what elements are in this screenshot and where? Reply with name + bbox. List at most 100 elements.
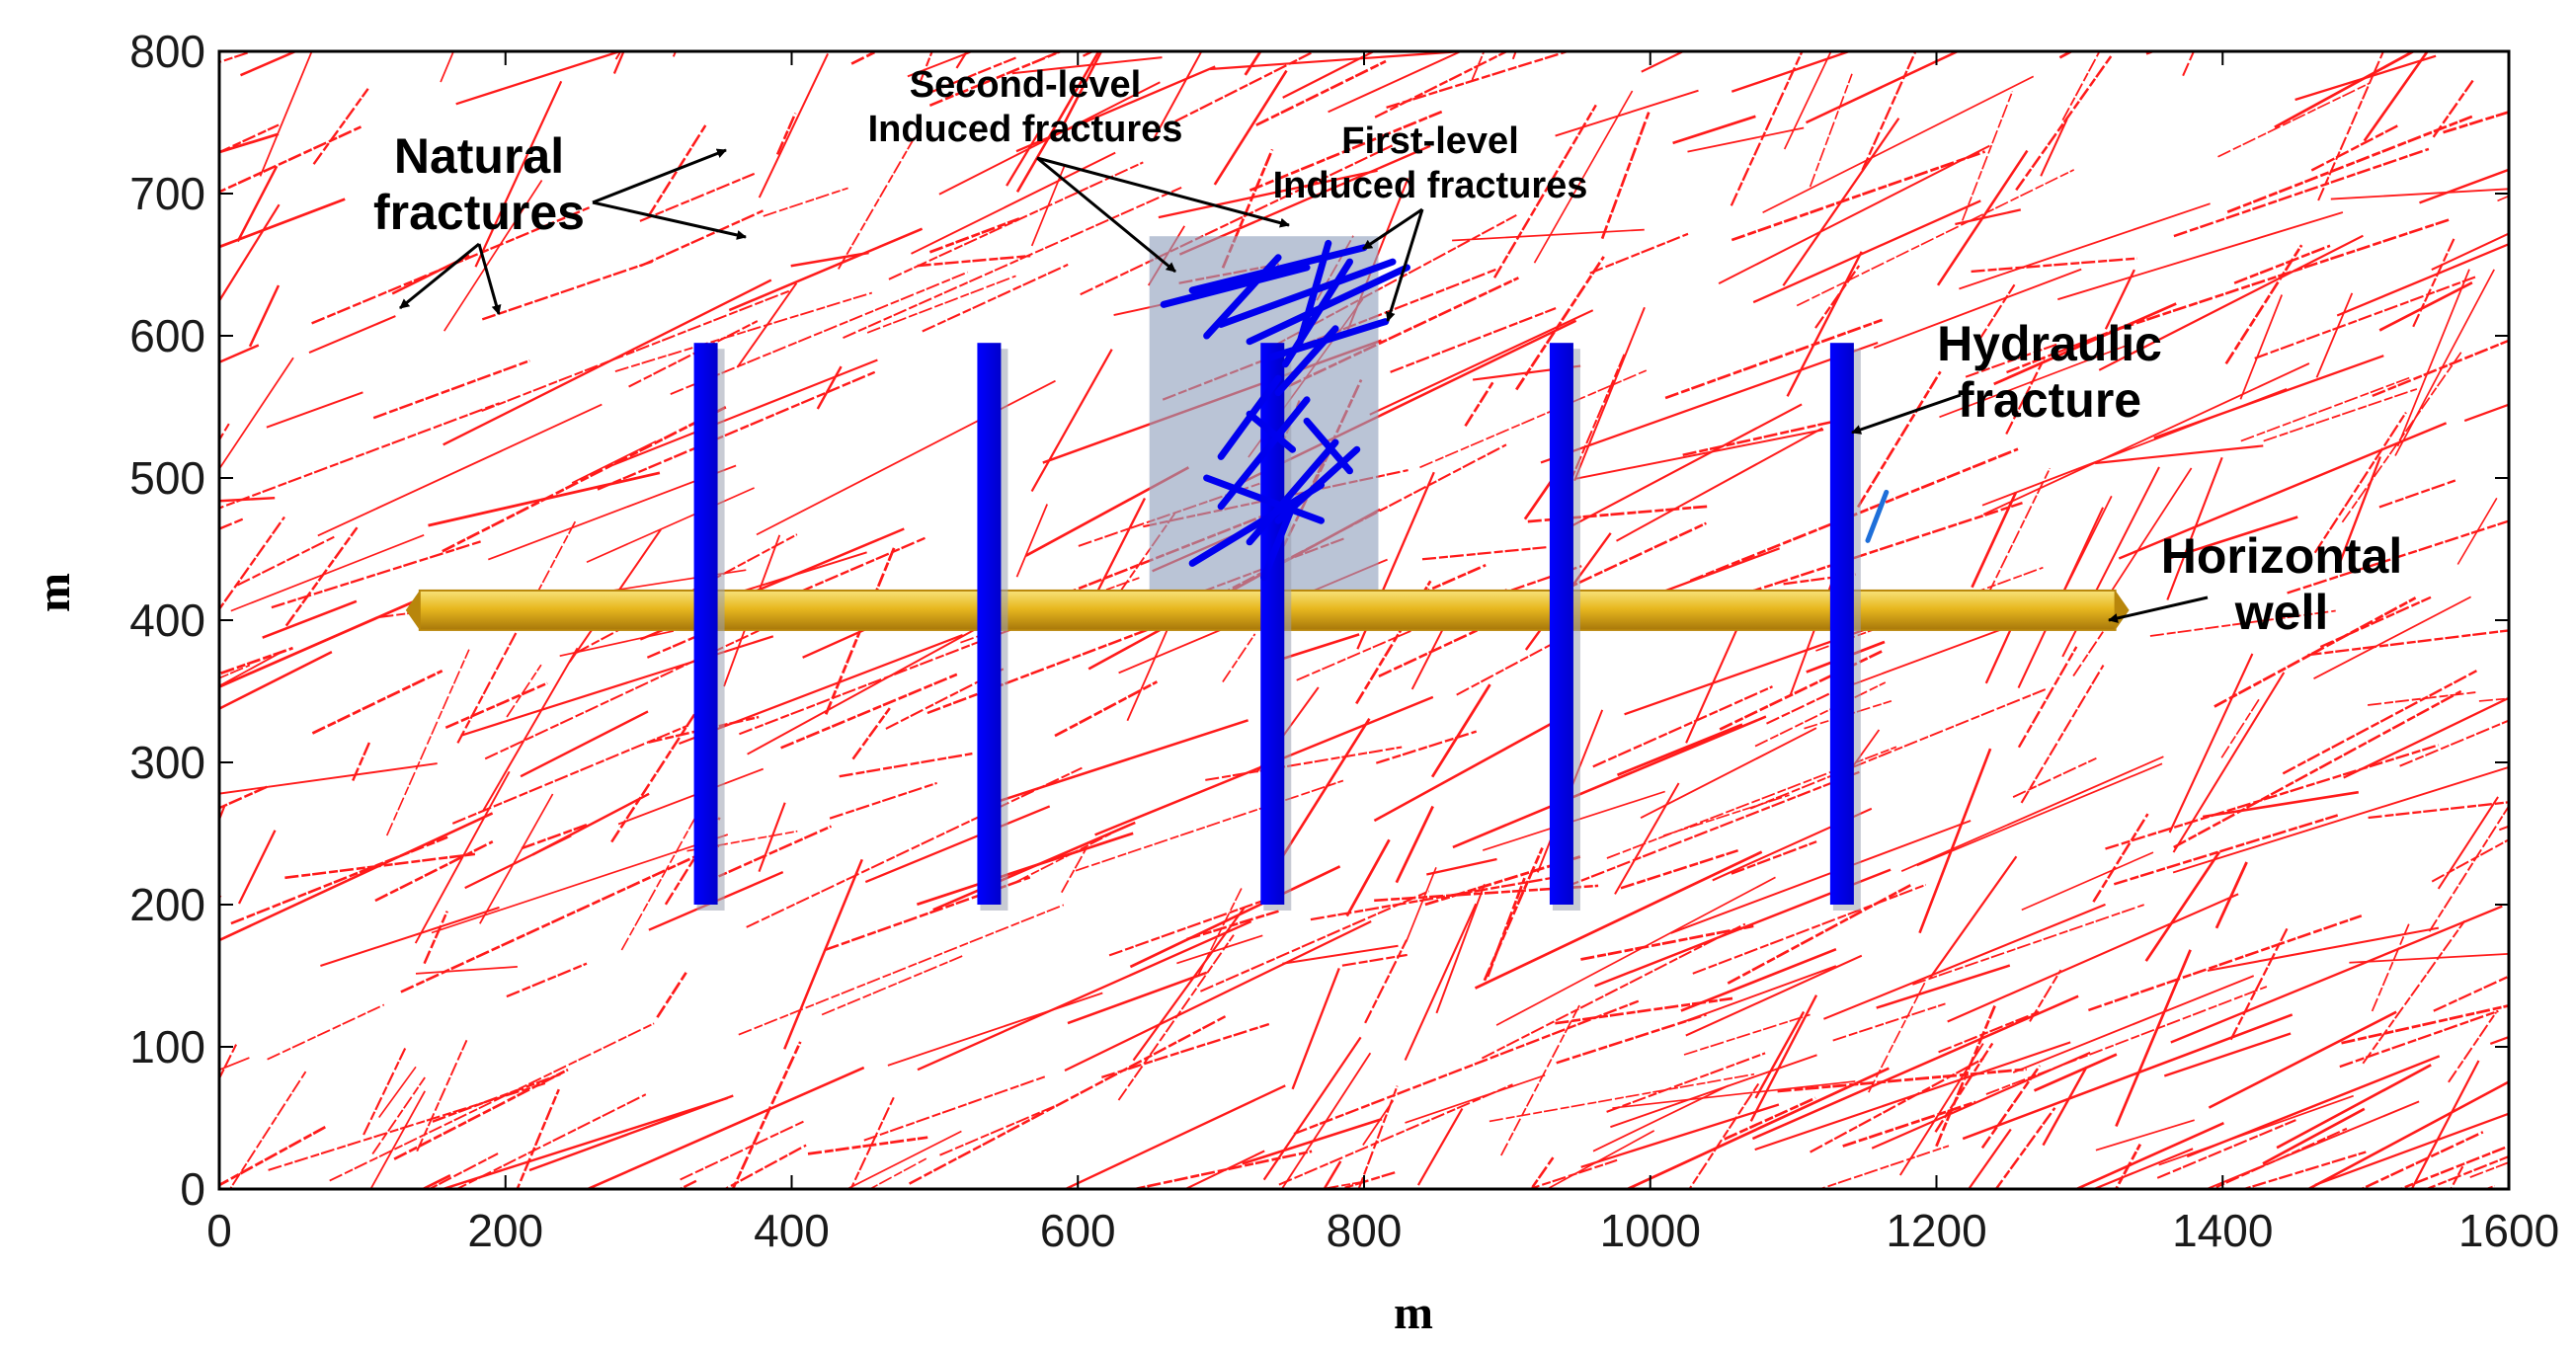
- natural-fracture: [1395, 805, 1434, 884]
- natural-fracture: [2096, 467, 2193, 613]
- natural-fracture: [1873, 268, 2082, 350]
- natural-fracture: [617, 767, 765, 826]
- natural-fracture: [746, 766, 1083, 928]
- natural-fracture: [829, 781, 937, 820]
- natural-fracture: [932, 821, 1136, 912]
- x-tick-label: 1600: [2458, 1205, 2559, 1256]
- natural-fracture: [1483, 847, 1544, 982]
- natural-fracture: [727, 4, 967, 42]
- natural-fracture: [400, 844, 720, 993]
- natural-fracture: [2240, 375, 2412, 442]
- natural-fracture: [455, 51, 624, 106]
- natural-fracture: [825, 876, 1031, 951]
- natural-fracture: [2378, 281, 2473, 332]
- natural-fracture: [2317, 51, 2385, 201]
- natural-fracture: [2210, 1127, 2348, 1189]
- natural-fracture: [2489, 1035, 2509, 1045]
- natural-fracture: [262, 599, 358, 639]
- natural-fracture: [1128, 1150, 1313, 1189]
- natural-fracture: [1255, 59, 1387, 126]
- natural-fracture: [1262, 1036, 1362, 1181]
- natural-fracture: [775, 113, 797, 155]
- natural-fracture: [2203, 790, 2359, 819]
- natural-fracture: [614, 291, 873, 372]
- natural-fracture: [219, 1125, 326, 1187]
- natural-fracture: [1575, 429, 1824, 480]
- natural-fracture: [2163, 1032, 2292, 1077]
- natural-fracture: [928, 51, 1065, 107]
- induced-fracture: [1188, 244, 1368, 294]
- natural-fracture: [1386, 51, 1571, 110]
- natural-fracture: [1291, 967, 1340, 1090]
- natural-fracture: [420, 1174, 451, 1189]
- natural-fracture: [1670, 820, 1972, 934]
- natural-fracture: [2042, 1066, 2088, 1147]
- natural-fracture: [1616, 723, 1743, 777]
- y-tick-label: 100: [129, 1021, 205, 1072]
- second-level-arrow-2: [1036, 156, 1290, 228]
- natural-fracture: [866, 275, 1016, 334]
- induced-fracture: [1160, 264, 1311, 308]
- natural-fracture: [1205, 746, 1403, 781]
- natural-fracture: [1416, 1107, 1464, 1186]
- natural-fracture: [1063, 1084, 1286, 1189]
- natural-fracture: [2254, 276, 2477, 359]
- natural-fracture: [571, 440, 657, 484]
- natural-fracture: [1959, 202, 2211, 290]
- natural-fracture: [219, 806, 226, 823]
- natural-arrow-4: [477, 243, 502, 315]
- natural-fracture: [1809, 73, 1853, 188]
- x-tick-label: 400: [754, 1205, 830, 1256]
- natural-fracture: [907, 51, 975, 78]
- natural-fracture: [2367, 691, 2477, 706]
- natural-fracture: [1378, 521, 1707, 677]
- hydraulic-fracture-2: [977, 343, 1002, 905]
- second-level-arrow-1: [1036, 156, 1176, 274]
- natural-fracture: [442, 404, 730, 553]
- natural-fracture: [320, 906, 500, 967]
- induced-fracture: [1217, 374, 1282, 460]
- natural-fracture: [2207, 926, 2440, 972]
- natural-fracture: [1015, 833, 1112, 883]
- natural-fracture: [1080, 143, 1395, 296]
- induced-fracture: [1296, 239, 1332, 347]
- natural-fracture: [1641, 51, 1686, 73]
- natural-fracture: [2021, 851, 2154, 912]
- natural-fracture: [1015, 51, 1100, 193]
- natural-fracture: [1934, 1042, 1994, 1133]
- natural-fracture: [236, 535, 335, 587]
- natural-fracture: [2098, 234, 2364, 371]
- natural-fracture: [219, 812, 494, 942]
- natural-fracture: [2017, 646, 2078, 749]
- natural-fracture: [2412, 237, 2455, 328]
- natural-fracture: [2399, 719, 2509, 767]
- natural-fracture: [1868, 982, 1926, 1093]
- natural-fracture: [1842, 1100, 1976, 1148]
- natural-arrow-2: [592, 200, 747, 240]
- natural-fracture: [481, 259, 656, 321]
- natural-fracture: [219, 203, 281, 303]
- induced-fracture: [1203, 254, 1282, 340]
- natural-fracture: [1452, 228, 1645, 242]
- natural-fractures-label-line1: Natural: [394, 128, 564, 184]
- natural-fracture: [312, 88, 369, 165]
- natural-fracture: [2149, 609, 2336, 637]
- natural-fracture: [610, 692, 709, 843]
- natural-fracture: [1526, 1158, 1618, 1189]
- natural-fracture: [427, 1152, 499, 1189]
- natural-fracture: [1749, 687, 2048, 810]
- natural-fracture: [2091, 1148, 2194, 1189]
- natural-fracture: [1176, 934, 1263, 965]
- natural-fracture: [790, 251, 869, 268]
- first-level-arrow-2: [1385, 208, 1424, 322]
- natural-fracture: [2336, 242, 2509, 317]
- natural-fracture: [991, 719, 1248, 805]
- natural-fracture: [2214, 596, 2417, 708]
- natural-fracture: [1310, 875, 1563, 921]
- natural-fracture: [423, 911, 448, 965]
- natural-fracture: [2330, 188, 2509, 200]
- natural-fracture: [1067, 971, 1208, 1025]
- induced-fracture: [1246, 410, 1297, 453]
